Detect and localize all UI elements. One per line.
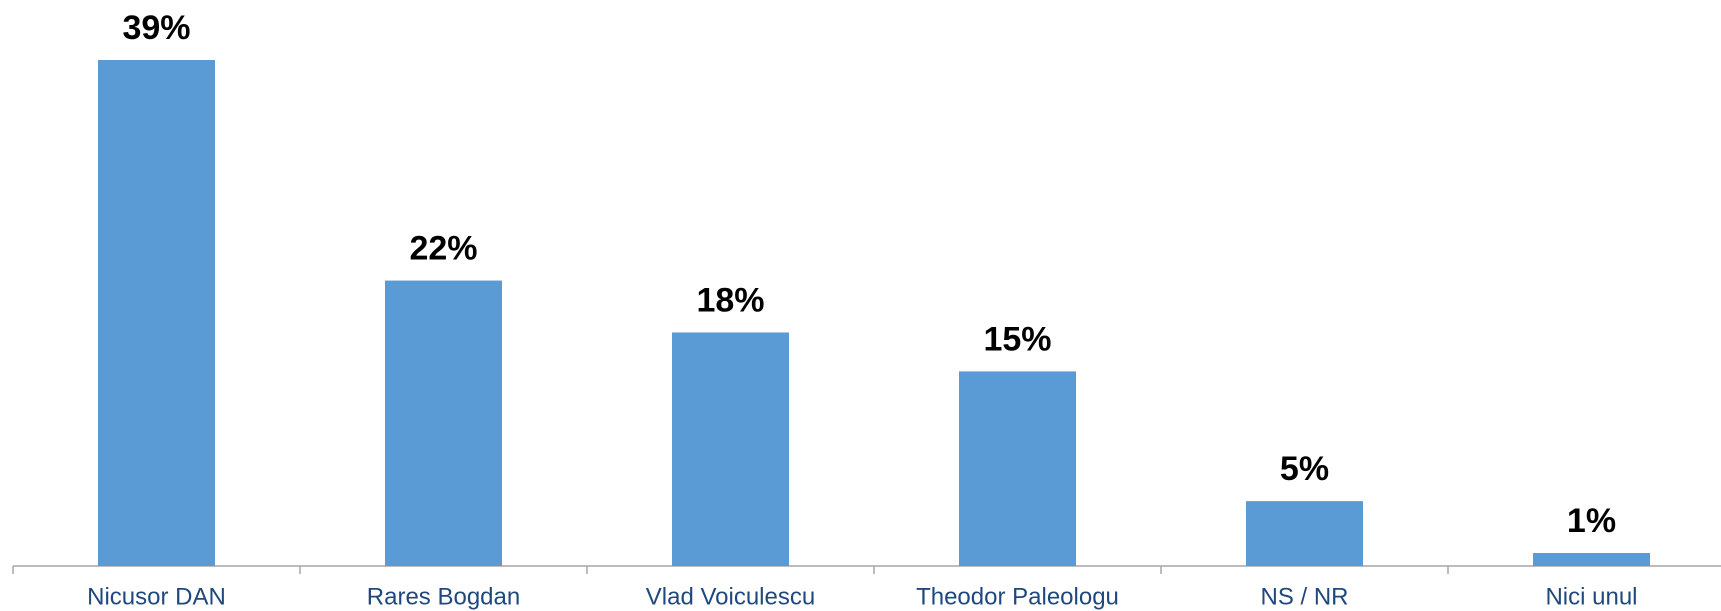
- bar: [1246, 501, 1363, 566]
- bar: [98, 60, 215, 566]
- x-tick-label: NS / NR: [1260, 583, 1348, 610]
- x-tick-label: Vlad Voiculescu: [646, 583, 815, 610]
- bar: [959, 371, 1076, 566]
- x-tick-label: Theodor Paleologu: [916, 583, 1119, 610]
- data-label: 15%: [983, 320, 1051, 358]
- data-label: 18%: [696, 281, 764, 319]
- data-label: 39%: [122, 9, 190, 47]
- bar: [672, 332, 789, 566]
- bar: [385, 280, 502, 566]
- bar: [1533, 553, 1650, 566]
- x-tick-label: Rares Bogdan: [367, 583, 520, 610]
- data-label: 1%: [1567, 502, 1616, 540]
- x-tick-label: Nicusor DAN: [87, 583, 226, 610]
- x-tick-label: Nici unul: [1545, 583, 1637, 610]
- data-label: 22%: [409, 230, 477, 268]
- data-label: 5%: [1280, 450, 1329, 488]
